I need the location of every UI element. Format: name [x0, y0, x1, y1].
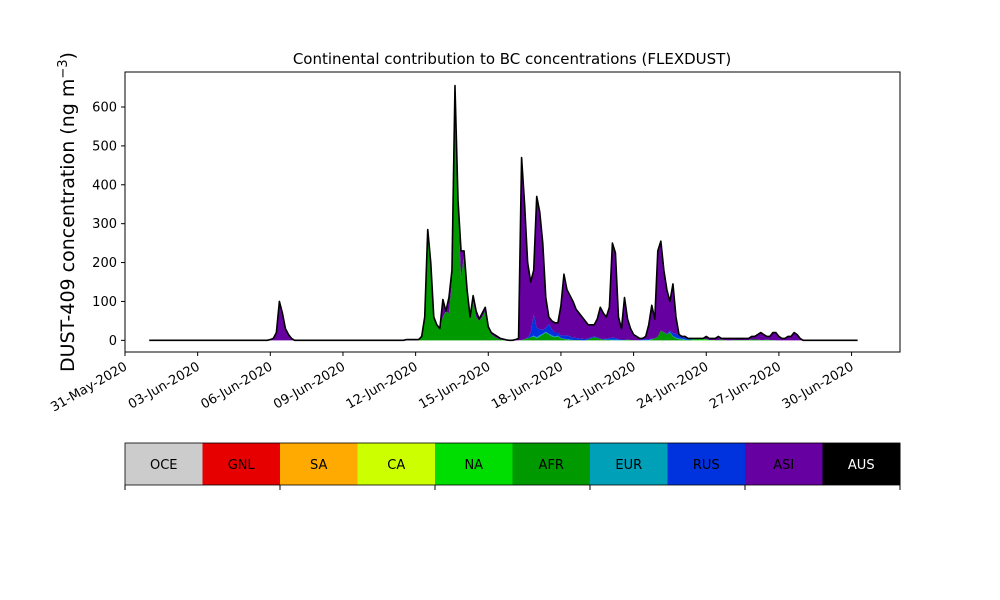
legend-swatch-rus	[667, 443, 746, 485]
legend-label-oce: OCE	[150, 458, 178, 473]
area-rus	[149, 87, 858, 341]
y-tick-label: 400	[92, 178, 117, 193]
y-axis-label-superscript: −3	[56, 59, 71, 78]
legend-swatch-aus	[822, 443, 901, 485]
y-axis-label-main: DUST-409 concentration (ng m	[57, 79, 79, 372]
plot-frame	[124, 71, 901, 353]
legend-swatch-afr	[512, 443, 591, 485]
x-axis: 31-May-202003-Jun-202006-Jun-202009-Jun-…	[48, 352, 857, 415]
legend-swatch-gnl	[202, 443, 281, 485]
x-tick-label: 24-Jun-2020	[634, 359, 711, 412]
y-tick-label: 200	[92, 256, 117, 271]
y-tick-label: 0	[109, 334, 117, 349]
x-tick-label: 15-Jun-2020	[416, 359, 493, 412]
chart-title: Continental contribution to BC concentra…	[293, 50, 731, 68]
legend-label-gnl: GNL	[228, 458, 256, 473]
legend-label-sa: SA	[310, 458, 327, 473]
x-tick-label: 09-Jun-2020	[271, 359, 348, 412]
region-colorbar-legend: OCE GNL SA CA NA AFR EUR RUS ASI AUS	[124, 442, 901, 490]
area-eur	[149, 87, 858, 341]
y-axis: 0 100 200 300 400 500 600	[92, 101, 125, 349]
x-tick-label: 21-Jun-2020	[562, 359, 639, 412]
legend-label-ca: CA	[387, 458, 405, 473]
y-tick-label: 500	[92, 139, 117, 154]
y-axis-label: DUST-409 concentration (ng m−3)	[56, 52, 79, 372]
x-tick-label: 30-Jun-2020	[780, 359, 857, 412]
plot-area	[149, 84, 858, 342]
legend-label-rus: RUS	[693, 458, 720, 473]
x-tick-label: 06-Jun-2020	[198, 359, 275, 412]
x-tick-label: 12-Jun-2020	[344, 359, 421, 412]
legend-swatch-ca	[357, 443, 436, 485]
legend-label-na: NA	[464, 458, 483, 473]
legend-swatch-asi	[745, 443, 823, 485]
legend-label-aus: AUS	[848, 458, 875, 473]
legend-label-eur: EUR	[615, 458, 642, 473]
colorbar-frame	[124, 442, 901, 486]
legend-label-asi: ASI	[773, 458, 794, 473]
legend-swatch-sa	[280, 443, 358, 485]
legend-swatch-oce	[125, 443, 203, 485]
y-tick-label: 600	[92, 101, 117, 116]
total-line	[149, 84, 858, 342]
x-tick-label: 03-Jun-2020	[126, 359, 203, 412]
y-axis-label-close: )	[57, 52, 79, 59]
y-tick-label: 300	[92, 217, 117, 232]
x-tick-label: 27-Jun-2020	[707, 359, 784, 412]
legend-label-afr: AFR	[539, 458, 564, 473]
x-tick-label: 18-Jun-2020	[489, 359, 566, 412]
y-tick-label: 100	[92, 295, 117, 310]
legend-swatch-eur	[590, 443, 668, 485]
area-asi	[149, 85, 858, 341]
area-afr	[149, 87, 858, 341]
legend-swatch-na	[435, 443, 513, 485]
